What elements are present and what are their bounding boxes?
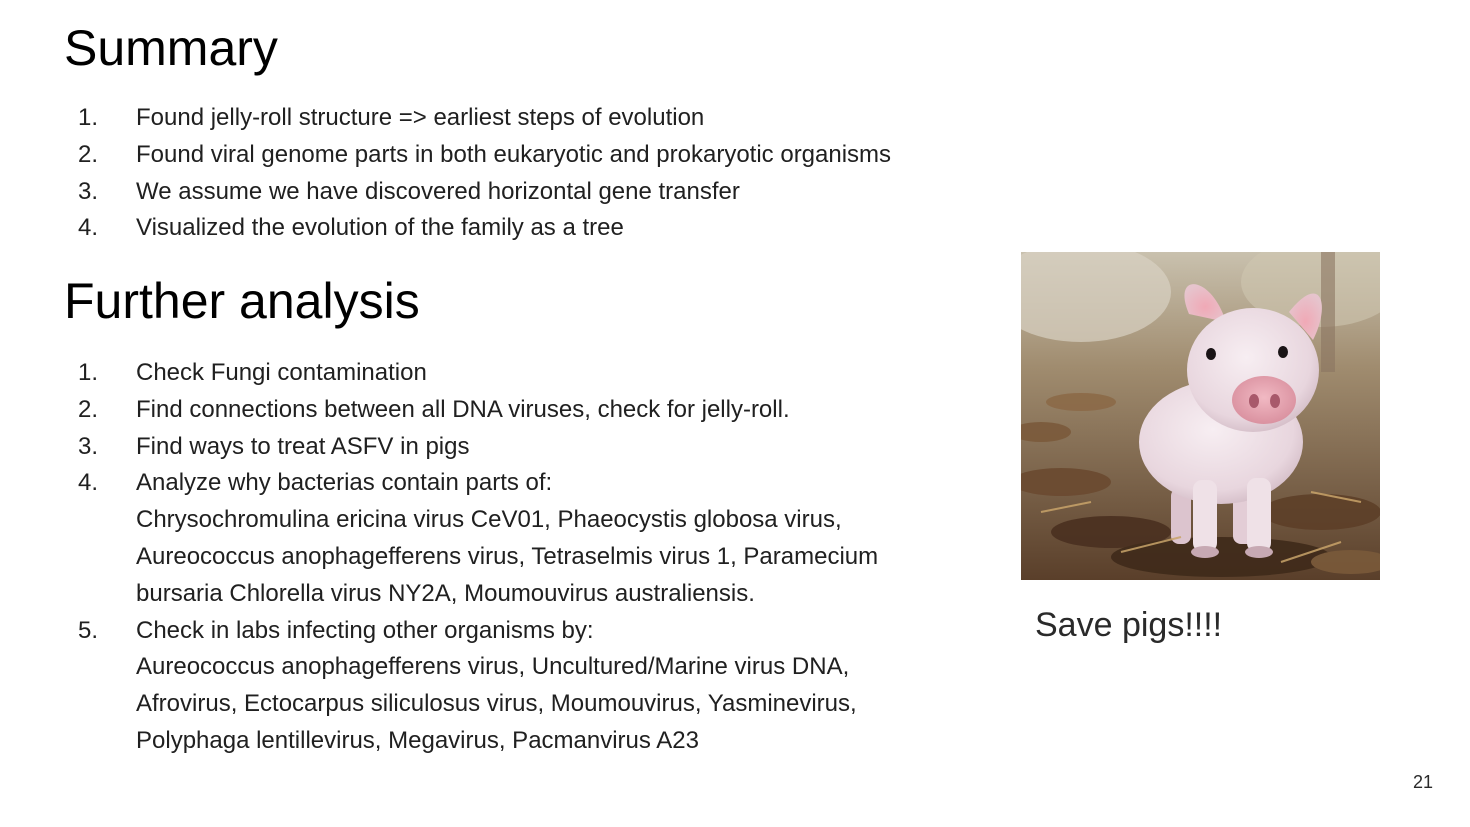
list-item: 4. Visualized the evolution of the famil…: [78, 210, 998, 247]
list-number: 3.: [78, 177, 99, 205]
photo-caption: Save pigs!!!!: [1035, 606, 1223, 644]
list-subline: bursaria Chlorella virus NY2A, Moumouvir…: [136, 579, 755, 607]
list-number: 2.: [78, 395, 99, 423]
list-subline: Afrovirus, Ectocarpus siliculosus virus,…: [136, 690, 857, 718]
page-number: 21: [1413, 772, 1434, 792]
piglet-photo: [1021, 252, 1380, 580]
list-number: 1.: [78, 359, 99, 386]
list-number: 5.: [78, 616, 99, 644]
list-number: 3.: [78, 432, 99, 460]
list-number: 4.: [78, 214, 99, 242]
list-item: 4. Analyze why bacterias contain parts o…: [78, 465, 998, 612]
list-text-block: Check in labs infecting other organisms …: [136, 613, 998, 760]
list-item: 3. Find ways to treat ASFV in pigs: [78, 429, 998, 466]
list-text-block: Analyze why bacterias contain parts of: …: [136, 465, 998, 612]
list-item: 1. Found jelly-roll structure => earlies…: [78, 100, 998, 137]
list-text: Find ways to treat ASFV in pigs: [136, 432, 470, 460]
list-item: 3. We assume we have discovered horizont…: [78, 174, 998, 211]
list-subline: Polyphaga lentillevirus, Megavirus, Pacm…: [136, 726, 699, 754]
list-subline: Chrysochromulina ericina virus CeV01, Ph…: [136, 506, 842, 534]
list-item: 1. Check Fungi contamination: [78, 355, 998, 392]
list-text: Found viral genome parts in both eukaryo…: [136, 140, 892, 168]
list-text: Find connections between all DNA viruses…: [136, 395, 790, 423]
list-text: Visualized the evolution of the family a…: [136, 214, 624, 242]
list-subline: Aureococcus anophagefferens virus, Uncul…: [136, 653, 850, 681]
list-subline: Aureococcus anophagefferens virus, Tetra…: [136, 542, 879, 570]
list-text: Check Fungi contamination: [136, 359, 427, 386]
list-text: Found jelly-roll structure => earliest s…: [136, 104, 705, 131]
list-text: We assume we have discovered horizontal …: [136, 177, 740, 205]
list-item: 2. Find connections between all DNA viru…: [78, 392, 998, 429]
further-analysis-list: 1. Check Fungi contamination 2. Find con…: [78, 355, 998, 760]
summary-list: 1. Found jelly-roll structure => earlies…: [78, 100, 998, 247]
list-text: Check in labs infecting other organisms …: [136, 616, 594, 644]
further-analysis-title: Further analysis: [64, 273, 420, 329]
list-number: 4.: [78, 469, 99, 497]
list-item: 2. Found viral genome parts in both euka…: [78, 137, 998, 174]
list-item: 5. Check in labs infecting other organis…: [78, 613, 998, 760]
list-text: Analyze why bacterias contain parts of:: [136, 469, 553, 497]
list-number: 1.: [78, 104, 99, 131]
list-number: 2.: [78, 140, 99, 168]
piglet-illustration: [1021, 252, 1380, 580]
summary-title: Summary: [64, 20, 278, 76]
